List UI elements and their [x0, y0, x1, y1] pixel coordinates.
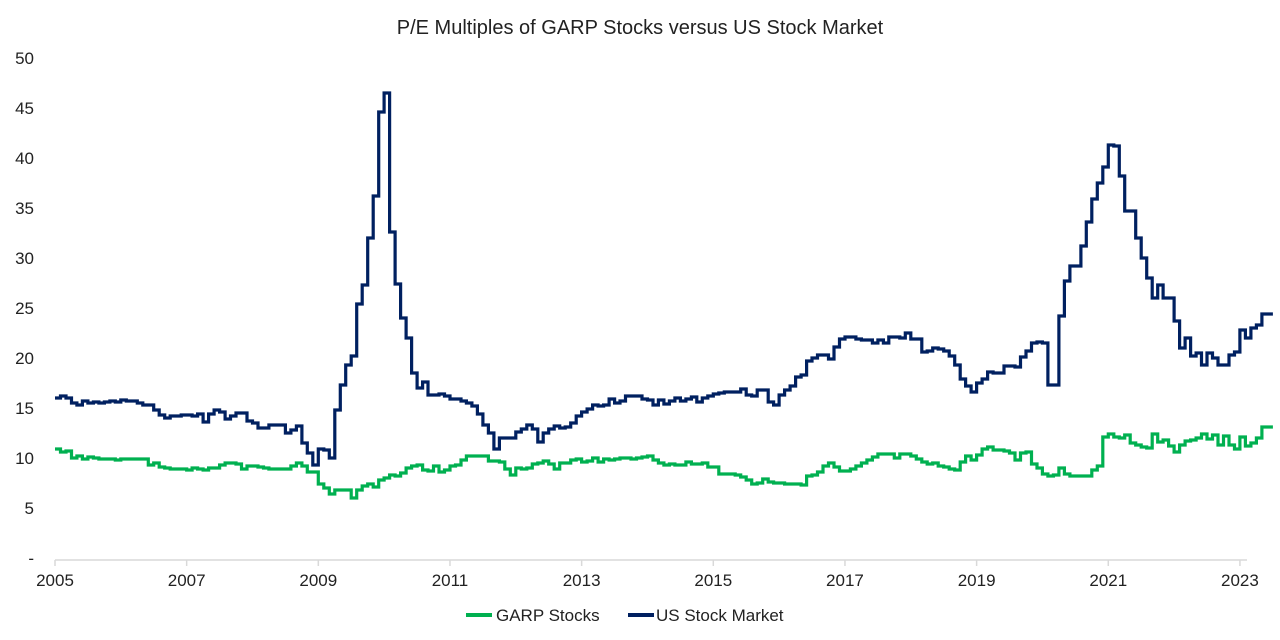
- legend-label-us-market: US Stock Market: [656, 606, 784, 625]
- chart-title: P/E Multiples of GARP Stocks versus US S…: [397, 17, 884, 39]
- series-line-garp-stocks: [55, 425, 1273, 500]
- x-tick-label: 2005: [36, 571, 74, 590]
- x-tick-label: 2017: [826, 571, 864, 590]
- x-tick-label: 2021: [1089, 571, 1127, 590]
- y-axis: - 5 10 15 20 25 30 35 40 45 50: [15, 49, 34, 568]
- x-tick-label: 2013: [563, 571, 601, 590]
- x-tick-label: 2019: [958, 571, 996, 590]
- x-tick-label: 2007: [168, 571, 206, 590]
- x-tick-label: 2011: [432, 571, 469, 590]
- y-tick-label: 35: [15, 199, 34, 218]
- x-tick-label: 2015: [694, 571, 732, 590]
- y-tick-label: 5: [25, 499, 34, 518]
- y-tick-label: 50: [15, 49, 34, 68]
- y-tick-label: 20: [15, 349, 34, 368]
- plot-area: [55, 91, 1273, 500]
- x-tick-label: 2023: [1221, 571, 1259, 590]
- legend-label-garp: GARP Stocks: [496, 606, 600, 625]
- y-tick-label: 40: [15, 149, 34, 168]
- series-line-us-stock-market: [55, 91, 1273, 467]
- y-tick-label: 45: [15, 99, 34, 118]
- y-tick-label: 30: [15, 249, 34, 268]
- legend: GARP Stocks US Stock Market: [466, 606, 784, 625]
- y-tick-label: 15: [15, 399, 34, 418]
- y-tick-label: 25: [15, 299, 34, 318]
- x-axis: 2005 2007 2009 2011 2013 2015 2017 2019 2021 2023: [36, 559, 1259, 590]
- x-tick-label: 2009: [299, 571, 337, 590]
- y-tick-label: -: [28, 549, 34, 568]
- y-tick-label: 10: [15, 449, 34, 468]
